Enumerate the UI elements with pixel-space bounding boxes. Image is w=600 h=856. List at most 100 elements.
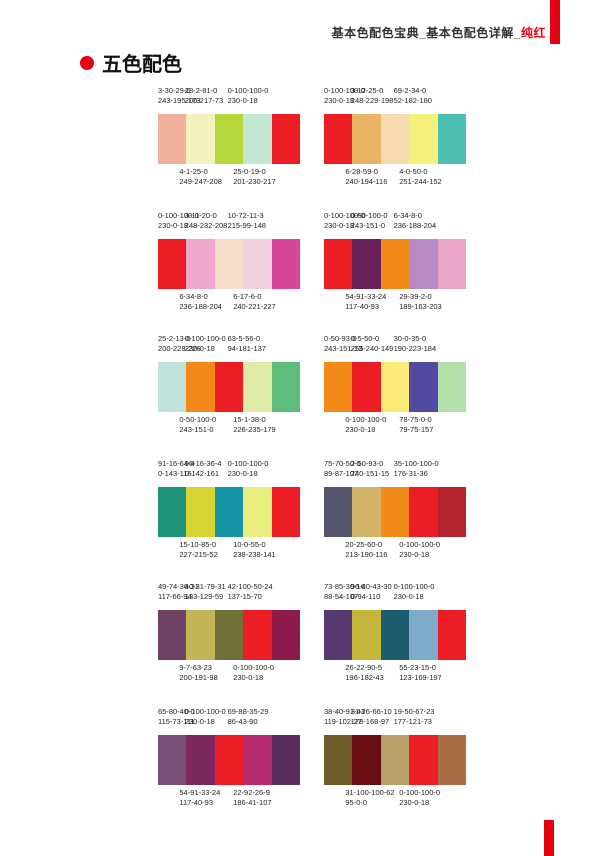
bottom-color-codes: 20-25-60-0 213-190-116 0-100-100-0 230-0-18: [324, 540, 472, 566]
rgb-value: 230-0-18: [158, 221, 189, 230]
cmyk-value: 75-70-50-0: [324, 459, 361, 468]
cmyk-value: 96-40-43-30: [350, 582, 392, 591]
cmyk-value: 10-72-11-3: [227, 211, 264, 220]
color-code-label: 0-100-100-0 230-0-18: [324, 211, 365, 231]
rgb-value: 236-188-204: [179, 302, 222, 311]
cmyk-value: 10-0-55-0: [233, 540, 266, 549]
swatch-row: [158, 114, 306, 164]
cmyk-value: 6-28-59-0: [345, 167, 378, 176]
rgb-value: 137-15-70: [227, 592, 262, 601]
cmyk-value: 0-50-93-0: [324, 334, 357, 343]
color-code-label: 20-25-60-0 213-190-116: [345, 540, 387, 560]
cmyk-value: 4-1-25-0: [179, 167, 208, 176]
running-header: 基本色配色宝典_基本色配色详解_纯红: [332, 24, 546, 41]
color-swatch: [214, 487, 244, 537]
cmyk-value: 0-100-100-0: [345, 415, 387, 424]
color-swatch: [271, 114, 300, 164]
rgb-value: 243-151-0: [350, 221, 385, 230]
color-swatch: [214, 735, 244, 785]
color-code-label: 0-100-100-0 230-0-18: [185, 707, 226, 727]
color-swatch: [158, 362, 187, 412]
cmyk-value: 0-50-100-0: [350, 211, 388, 220]
color-code-label: 0-50-100-0 243-151-0: [351, 211, 388, 231]
rgb-value: 230-0-18: [324, 96, 355, 105]
cmyk-value: 69-88-35-29: [227, 707, 269, 716]
rgb-value: 248-229-198: [350, 96, 394, 105]
cmyk-value: 0-100-100-0: [227, 86, 269, 95]
rgb-value: 117-40-93: [345, 302, 380, 311]
rgb-value: 117-66-94: [158, 592, 192, 601]
cmyk-value: 63-5-56-0: [227, 334, 261, 343]
cmyk-value: 0-100-100-0: [324, 211, 365, 220]
color-swatch: [324, 239, 353, 289]
color-code-label: 28-2-81-0 200-217-73: [185, 86, 223, 106]
rgb-value: 201-230-217: [233, 177, 276, 186]
color-swatch: [352, 610, 381, 660]
top-color-codes: 25-2-13-0 200-228-226 0-100-100-0 230-0-18 6…: [158, 334, 306, 360]
color-code-label: 91-16-64-4 0-143-116: [158, 459, 195, 479]
color-swatch: [409, 362, 438, 412]
color-code-label: 38-40-91-43 119-102-27: [324, 707, 365, 727]
color-code-label: 31-26-66-10 178-168-97: [351, 707, 392, 727]
palette-card: 38-40-91-43 119-102-27 31-26-66-10 178-168-…: [324, 707, 472, 814]
color-swatch: [243, 362, 272, 412]
top-color-codes: 3-30-29-0 243-195-173 28-2-81-0 200-217-73 0…: [158, 86, 306, 112]
rgb-value: 200-217-73: [184, 96, 224, 105]
color-code-label: 0-100-100-0 230-0-18: [228, 459, 269, 479]
color-code-label: 63-5-56-0 94-181-137: [228, 334, 266, 354]
rgb-value: 189-163-203: [399, 302, 442, 311]
color-swatch: [437, 487, 466, 537]
rgb-value: 248-232-208: [184, 221, 228, 230]
rgb-value: 117-40-93: [179, 798, 214, 807]
color-swatch: [352, 487, 381, 537]
cmyk-value: 6-17-6-0: [233, 292, 262, 301]
bottom-color-codes: 0-100-100-0 230-0-18 78-75-0-0 79-75-157: [324, 415, 472, 441]
color-code-label: 4-0-50-0 251-244-152: [399, 167, 442, 187]
color-swatch: [324, 487, 353, 537]
rgb-value: 236-188-204: [393, 221, 437, 230]
cmyk-value: 0-5-50-0: [350, 334, 380, 343]
rgb-value: 230-0-18: [399, 550, 430, 559]
palette-card: 91-16-64-4 0-143-116 96-16-36-4 0-142-161 0-…: [158, 459, 306, 566]
rgb-value: 213-190-116: [345, 550, 388, 559]
color-code-label: 65-80-40-0 115-73-111: [158, 707, 195, 727]
color-code-label: 15-1-38-0 226-235-179: [233, 415, 276, 435]
color-code-label: 26-22-90-5 196-182-43: [345, 663, 383, 683]
color-swatch: [437, 114, 466, 164]
color-swatch: [380, 610, 410, 660]
rgb-value: 119-102-27: [324, 717, 362, 726]
color-swatch: [186, 735, 215, 785]
swatch-row: [158, 362, 306, 412]
color-code-label: 6-34-8-0 236-188-204: [179, 292, 222, 312]
rgb-value: 0-94-110: [350, 592, 381, 601]
cmyk-value: 54-91-33-24: [179, 788, 221, 797]
color-code-label: 19-50-67-23 177-121-73: [394, 707, 435, 727]
cmyk-value: 26-22-90-5: [345, 663, 383, 672]
swatch-row: [324, 487, 472, 537]
cmyk-value: 20-25-60-0: [345, 540, 383, 549]
bottom-color-codes: 0-50-100-0 243-151-0 15-1-38-0 226-235-179: [158, 415, 306, 441]
cmyk-value: 91-16-64-4: [158, 459, 195, 468]
rgb-value: 230-0-18: [399, 798, 430, 807]
color-code-label: 10-72-11-3 215-99-148: [228, 211, 266, 231]
palette-card: 0-100-100-0 230-0-18 0-50-100-0 243-151-0 6-…: [324, 211, 472, 318]
bottom-color-codes: 15-10-85-0 227-215-52 10-0-55-0 238-238-141: [158, 540, 306, 566]
color-code-label: 6-17-6-0 240-221-227: [233, 292, 276, 312]
cmyk-value: 28-2-81-0: [184, 86, 218, 95]
color-code-label: 69-2-34-0 52-182-180: [394, 86, 432, 106]
color-swatch: [214, 114, 244, 164]
footer-accent-bar: [544, 820, 554, 856]
palette-card: 49-74-36-31 117-66-94 40-31-79-31 133-129-5…: [158, 582, 306, 689]
rgb-value: 240-151-15: [350, 469, 390, 478]
color-swatch: [214, 362, 244, 412]
color-swatch: [352, 114, 381, 164]
color-swatch: [437, 362, 466, 412]
color-swatch: [186, 610, 215, 660]
color-swatch: [214, 239, 244, 289]
palette-card: 3-30-29-0 243-195-173 28-2-81-0 200-217-73 0…: [158, 86, 306, 193]
top-color-codes: 75-70-50-0 89-87-107 2-50-93-0 240-151-15 35…: [324, 459, 472, 485]
color-swatch: [409, 239, 438, 289]
color-swatch: [437, 239, 466, 289]
color-swatch: [158, 610, 187, 660]
cmyk-value: 0-100-100-0: [184, 707, 226, 716]
